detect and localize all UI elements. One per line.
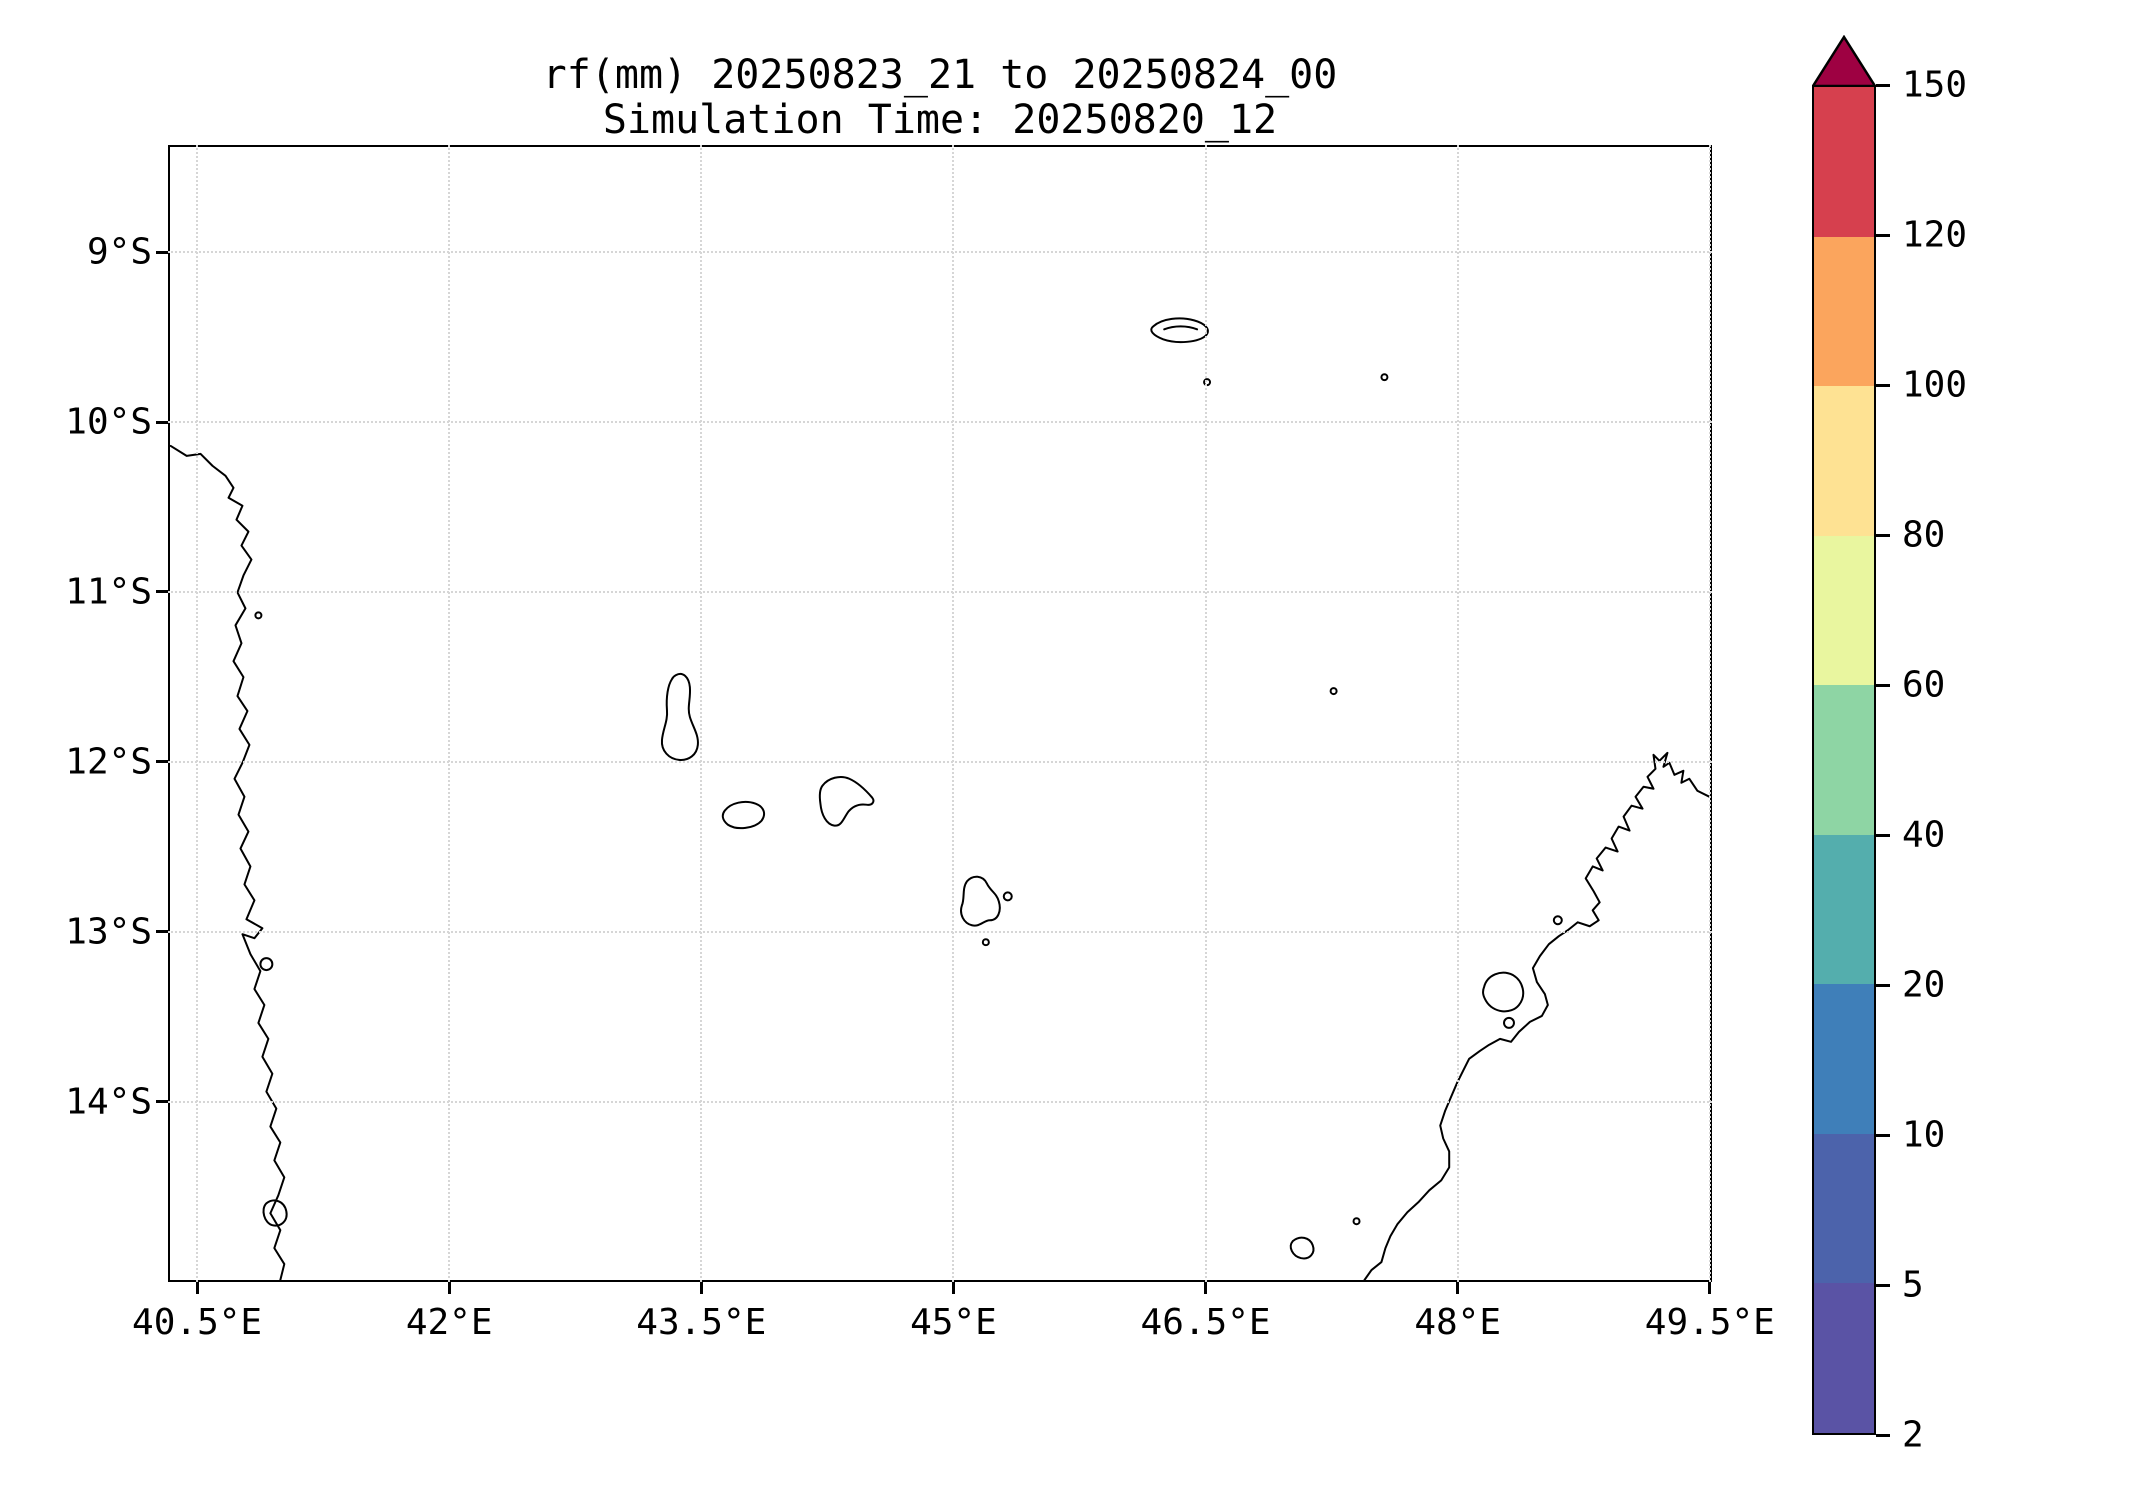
- petite-terre-islet: [1004, 892, 1012, 900]
- nosy-be: [1483, 973, 1523, 1012]
- coastal-islet: [1354, 1218, 1360, 1224]
- gridline-vertical: [1456, 145, 1459, 1282]
- colorbar: [1812, 85, 1876, 1435]
- colorbar-tick-label: 60: [1902, 664, 1946, 706]
- y-tick-mark: [156, 590, 168, 594]
- colorbar-segment: [1814, 386, 1874, 536]
- x-tick-mark: [699, 1282, 703, 1294]
- gridline-vertical: [952, 145, 955, 1282]
- map-axes: [168, 145, 1712, 1282]
- y-tick-mark: [156, 250, 168, 254]
- x-tick-label: 42°E: [405, 1302, 493, 1343]
- gridline-horizontal: [168, 251, 1712, 254]
- x-tick-label: 49.5°E: [1644, 1302, 1775, 1343]
- x-tick-mark: [1204, 1282, 1208, 1294]
- mayotte: [961, 877, 1000, 926]
- africa-coastal-islet: [263, 1200, 286, 1225]
- island-speck: [1204, 379, 1210, 385]
- colorbar-tick-label: 150: [1902, 64, 1968, 106]
- y-tick-mark: [156, 930, 168, 934]
- colorbar-segment: [1814, 1133, 1874, 1284]
- africa-coastal-islet: [260, 958, 272, 970]
- africa-east-coast: [171, 446, 285, 1280]
- anjouan: [820, 777, 874, 826]
- gridline-horizontal: [168, 421, 1712, 424]
- colorbar-tick-mark: [1876, 1283, 1890, 1287]
- y-tick-label: 11°S: [65, 571, 152, 613]
- colorbar-tick-mark: [1876, 383, 1890, 387]
- colorbar-tick-label: 40: [1902, 814, 1946, 856]
- colorbar-segment: [1814, 535, 1874, 686]
- gridline-vertical: [1708, 145, 1711, 1282]
- colorbar-segment: [1814, 1283, 1874, 1433]
- colorbar-segment: [1814, 984, 1874, 1134]
- x-tick-label: 48°E: [1414, 1302, 1502, 1343]
- y-tick-mark: [156, 1100, 168, 1104]
- colorbar-tick-mark: [1876, 833, 1890, 837]
- y-tick-mark: [156, 420, 168, 424]
- gridline-vertical: [700, 145, 703, 1282]
- y-tick-label: 9°S: [86, 231, 152, 273]
- y-tick-label: 12°S: [65, 741, 152, 783]
- gridline-vertical: [196, 145, 199, 1282]
- x-tick-label: 45°E: [910, 1302, 997, 1343]
- y-tick-label: 14°S: [65, 1081, 152, 1123]
- nosy-mitsio: [1554, 916, 1562, 924]
- gridline-vertical: [1204, 145, 1207, 1282]
- nosy-komba: [1504, 1018, 1514, 1028]
- colorbar-tick-mark: [1876, 983, 1890, 987]
- mayotte-south-islet: [983, 939, 989, 945]
- colorbar-tick-label: 2: [1902, 1414, 1924, 1456]
- colorbar-tick-mark: [1876, 83, 1890, 87]
- coastal-islet: [1291, 1238, 1314, 1259]
- x-tick-label: 46.5°E: [1140, 1302, 1271, 1343]
- y-tick-label: 13°S: [65, 911, 152, 953]
- x-tick-label: 40.5°E: [132, 1302, 263, 1343]
- colorbar-tick-mark: [1876, 683, 1890, 687]
- moheli: [723, 802, 764, 828]
- glorioso-speck: [1331, 688, 1337, 694]
- y-tick-mark: [156, 760, 168, 764]
- colorbar-tick-mark: [1876, 1133, 1890, 1137]
- colorbar-tick-mark: [1876, 1433, 1890, 1437]
- x-tick-label: 43.5°E: [636, 1302, 767, 1343]
- colorbar-tick-label: 20: [1902, 964, 1946, 1006]
- x-tick-mark: [1708, 1282, 1712, 1294]
- island-speck: [1381, 374, 1387, 380]
- colorbar-tick-label: 100: [1902, 364, 1968, 406]
- colorbar-segment: [1814, 236, 1874, 387]
- gridline-horizontal: [168, 590, 1712, 593]
- aldabra-atoll: [1151, 318, 1208, 342]
- colorbar-tick-mark: [1876, 233, 1890, 237]
- x-tick-mark: [447, 1282, 451, 1294]
- colorbar-segment: [1814, 685, 1874, 835]
- coastlines-layer: [170, 147, 1710, 1280]
- aldabra-lagoon-line: [1164, 326, 1197, 329]
- plot-subtitle: Simulation Time: 20250820_12: [602, 97, 1278, 143]
- plot-title: rf(mm) 20250823_21 to 20250824_00: [542, 52, 1338, 98]
- colorbar-over-arrow: [1812, 35, 1876, 87]
- gridline-horizontal: [168, 1100, 1712, 1103]
- gridline-horizontal: [168, 930, 1712, 933]
- colorbar-tick-label: 80: [1902, 514, 1946, 556]
- grande-comore: [662, 674, 698, 760]
- madagascar-north-coast: [1365, 753, 1710, 1280]
- gridline-vertical: [448, 145, 451, 1282]
- x-tick-mark: [1456, 1282, 1460, 1294]
- gridline-horizontal: [168, 760, 1712, 763]
- colorbar-tick-label: 5: [1902, 1264, 1924, 1306]
- x-tick-mark: [195, 1282, 199, 1294]
- x-tick-mark: [951, 1282, 955, 1294]
- colorbar-tick-label: 120: [1902, 214, 1968, 256]
- africa-coastal-islet: [255, 612, 261, 618]
- colorbar-tick-mark: [1876, 533, 1890, 537]
- colorbar-segment: [1814, 834, 1874, 985]
- colorbar-segment: [1814, 87, 1874, 237]
- colorbar-tick-label: 10: [1902, 1114, 1946, 1156]
- y-tick-label: 10°S: [65, 401, 152, 443]
